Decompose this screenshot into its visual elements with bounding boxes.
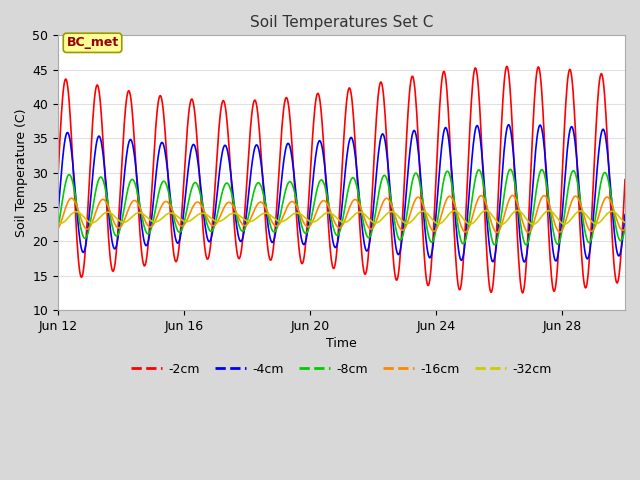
-8cm: [291, 189, 298, 194]
-2cm: [513, 217, 520, 223]
-16cm: [509, 192, 516, 198]
-2cm: [503, 63, 511, 69]
-4cm: [291, 176, 298, 181]
-32cm: [188, 217, 195, 223]
-2cm: [260, 201, 268, 207]
Title: Soil Temperatures Set C: Soil Temperatures Set C: [250, 15, 433, 30]
-8cm: [523, 242, 531, 248]
X-axis label: Time: Time: [326, 337, 357, 350]
-16cm: [54, 226, 61, 232]
-16cm: [525, 229, 532, 235]
-8cm: [188, 187, 195, 193]
-16cm: [376, 210, 383, 216]
-16cm: [291, 200, 298, 206]
-8cm: [621, 226, 629, 231]
-8cm: [376, 188, 383, 193]
-32cm: [376, 219, 383, 225]
-4cm: [188, 146, 195, 152]
Legend: -2cm, -4cm, -8cm, -16cm, -32cm: -2cm, -4cm, -8cm, -16cm, -32cm: [126, 358, 557, 381]
-16cm: [188, 207, 195, 213]
-2cm: [54, 177, 61, 182]
-8cm: [54, 226, 61, 231]
-8cm: [507, 167, 515, 172]
-32cm: [513, 208, 520, 214]
-4cm: [621, 212, 629, 217]
-4cm: [505, 122, 513, 128]
Y-axis label: Soil Temperature (C): Soil Temperature (C): [15, 108, 28, 237]
-32cm: [621, 220, 629, 226]
-32cm: [513, 208, 521, 214]
-16cm: [513, 198, 520, 204]
-2cm: [74, 255, 82, 261]
-4cm: [520, 259, 528, 265]
-2cm: [188, 96, 195, 102]
-32cm: [260, 210, 268, 216]
-4cm: [74, 223, 82, 228]
Line: -4cm: -4cm: [58, 125, 625, 262]
-16cm: [74, 207, 82, 213]
-8cm: [260, 195, 268, 201]
Line: -8cm: -8cm: [58, 169, 625, 245]
-2cm: [518, 290, 526, 296]
-32cm: [291, 211, 298, 216]
Text: BC_met: BC_met: [67, 36, 118, 49]
-2cm: [376, 84, 383, 90]
-2cm: [291, 181, 298, 187]
-32cm: [54, 220, 61, 226]
-4cm: [376, 144, 383, 150]
-2cm: [621, 177, 629, 182]
-8cm: [513, 192, 520, 198]
Line: -32cm: -32cm: [58, 211, 625, 224]
-8cm: [74, 211, 82, 217]
Line: -2cm: -2cm: [58, 66, 625, 293]
-4cm: [54, 212, 61, 217]
-32cm: [74, 209, 82, 215]
-4cm: [513, 192, 520, 197]
-4cm: [260, 189, 268, 194]
Line: -16cm: -16cm: [58, 195, 625, 232]
-16cm: [260, 202, 268, 208]
-16cm: [621, 226, 629, 232]
-32cm: [498, 221, 506, 227]
